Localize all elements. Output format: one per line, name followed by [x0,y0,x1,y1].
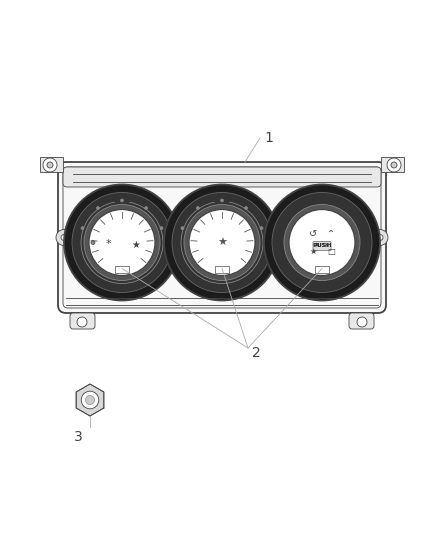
Circle shape [289,209,355,276]
FancyBboxPatch shape [63,167,381,187]
Circle shape [85,395,95,405]
Text: 2: 2 [252,346,261,360]
Circle shape [56,230,72,246]
Polygon shape [40,157,63,172]
Circle shape [172,192,272,293]
Circle shape [81,391,99,409]
Text: ★: ★ [217,238,227,247]
Text: 3: 3 [74,430,83,444]
Circle shape [81,227,84,230]
Text: *: * [105,239,111,249]
FancyBboxPatch shape [58,162,386,313]
Circle shape [260,227,263,230]
Circle shape [72,192,172,293]
FancyBboxPatch shape [70,313,95,329]
Text: PUSH: PUSH [312,243,332,248]
Bar [315,265,329,272]
Circle shape [164,184,280,301]
Text: □: □ [327,247,335,256]
Circle shape [43,158,57,172]
Circle shape [189,209,255,276]
Circle shape [91,240,95,245]
Circle shape [377,235,383,240]
Text: PUSH: PUSH [314,243,329,248]
Circle shape [284,205,360,280]
Circle shape [184,205,260,280]
Text: 1: 1 [264,131,273,145]
FancyBboxPatch shape [313,241,331,251]
FancyBboxPatch shape [349,313,374,329]
Circle shape [64,184,180,301]
Circle shape [387,158,401,172]
Circle shape [244,207,247,209]
Text: ★: ★ [309,247,317,256]
Circle shape [61,235,67,240]
Circle shape [391,162,397,168]
Circle shape [89,209,155,276]
Circle shape [372,230,388,246]
Circle shape [145,207,148,209]
Circle shape [120,199,124,202]
Circle shape [272,192,372,293]
Circle shape [160,227,163,230]
Circle shape [181,227,184,230]
Circle shape [196,207,199,209]
Circle shape [96,207,99,209]
Text: ⌃: ⌃ [327,229,335,238]
Circle shape [220,199,223,202]
Circle shape [77,317,87,327]
Circle shape [357,317,367,327]
Circle shape [84,205,160,280]
Polygon shape [76,384,104,416]
Circle shape [47,162,53,168]
Bar [215,265,229,272]
Circle shape [264,184,380,301]
Bar [115,265,129,272]
Text: ★: ★ [132,239,140,249]
Polygon shape [381,157,404,172]
Text: ↺: ↺ [309,229,317,238]
